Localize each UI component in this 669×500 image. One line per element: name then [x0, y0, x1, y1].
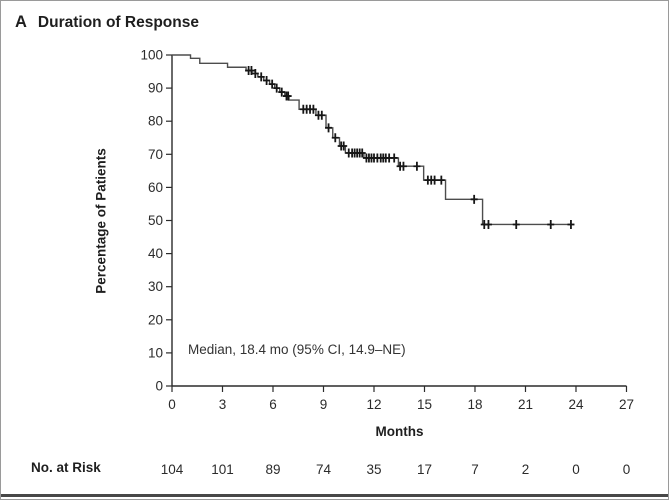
censor-mark: [257, 72, 265, 82]
x-tick-label: 18: [467, 397, 482, 412]
censor-mark: [484, 219, 492, 229]
censor-mark: [251, 69, 259, 79]
censor-mark: [284, 91, 292, 101]
censor-mark: [567, 219, 575, 229]
censor-mark: [325, 123, 333, 133]
risk-count: 7: [471, 462, 479, 477]
x-tick-label: 15: [417, 397, 432, 412]
risk-count: 35: [366, 462, 381, 477]
censor-mark: [358, 148, 366, 158]
y-tick-label: 40: [148, 246, 163, 261]
censor-mark: [273, 83, 281, 93]
x-tick-label: 3: [219, 397, 227, 412]
y-tick-label: 70: [148, 147, 163, 162]
risk-count: 2: [522, 462, 530, 477]
y-tick-label: 50: [148, 213, 163, 228]
y-tick-label: 80: [148, 114, 163, 129]
risk-count: 17: [417, 462, 432, 477]
x-tick-label: 24: [568, 397, 584, 412]
y-tick-label: 10: [148, 345, 163, 360]
censor-mark: [413, 161, 421, 171]
x-axis-title: Months: [375, 424, 424, 439]
median-annotation: Median, 18.4 mo (95% CI, 14.9–NE): [188, 342, 406, 357]
risk-count: 0: [572, 462, 580, 477]
censor-mark: [318, 110, 326, 120]
risk-count: 104: [161, 462, 184, 477]
x-tick-label: 21: [518, 397, 533, 412]
y-tick-label: 0: [155, 379, 163, 394]
x-tick-label: 27: [619, 397, 634, 412]
censor-mark: [247, 66, 255, 76]
x-tick-label: 0: [168, 397, 176, 412]
censor-mark: [512, 219, 520, 229]
bottom-rule: [1, 494, 668, 497]
censor-mark: [268, 79, 276, 89]
no-at-risk-label: No. at Risk: [31, 460, 101, 475]
y-tick-label: 100: [140, 48, 163, 63]
censor-mark: [399, 161, 407, 171]
censor-mark: [331, 133, 339, 143]
censor-mark: [278, 87, 286, 97]
risk-count: 89: [265, 462, 280, 477]
y-tick-label: 30: [148, 279, 163, 294]
risk-count: 74: [316, 462, 332, 477]
censor-mark: [547, 219, 555, 229]
panel-letter: A: [15, 13, 27, 31]
panel-title: A Duration of Response: [15, 13, 199, 32]
panel-title-text: Duration of Response: [37, 14, 199, 31]
risk-count: 101: [211, 462, 234, 477]
censor-mark: [470, 194, 478, 204]
censor-mark: [431, 175, 439, 185]
y-tick-label: 20: [148, 312, 163, 327]
censor-mark: [340, 141, 348, 151]
y-tick-label: 90: [148, 81, 163, 96]
km-step-curve: [172, 54, 575, 226]
censor-mark: [390, 153, 398, 163]
y-axis-title: Percentage of Patients: [93, 148, 109, 294]
x-tick-label: 12: [366, 397, 381, 412]
y-tick-label: 60: [148, 180, 163, 195]
x-tick-label: 6: [269, 397, 277, 412]
censor-mark: [309, 104, 317, 114]
censor-mark: [263, 75, 271, 85]
censor-mark: [437, 175, 445, 185]
x-tick-label: 9: [320, 397, 328, 412]
risk-count: 0: [623, 462, 631, 477]
